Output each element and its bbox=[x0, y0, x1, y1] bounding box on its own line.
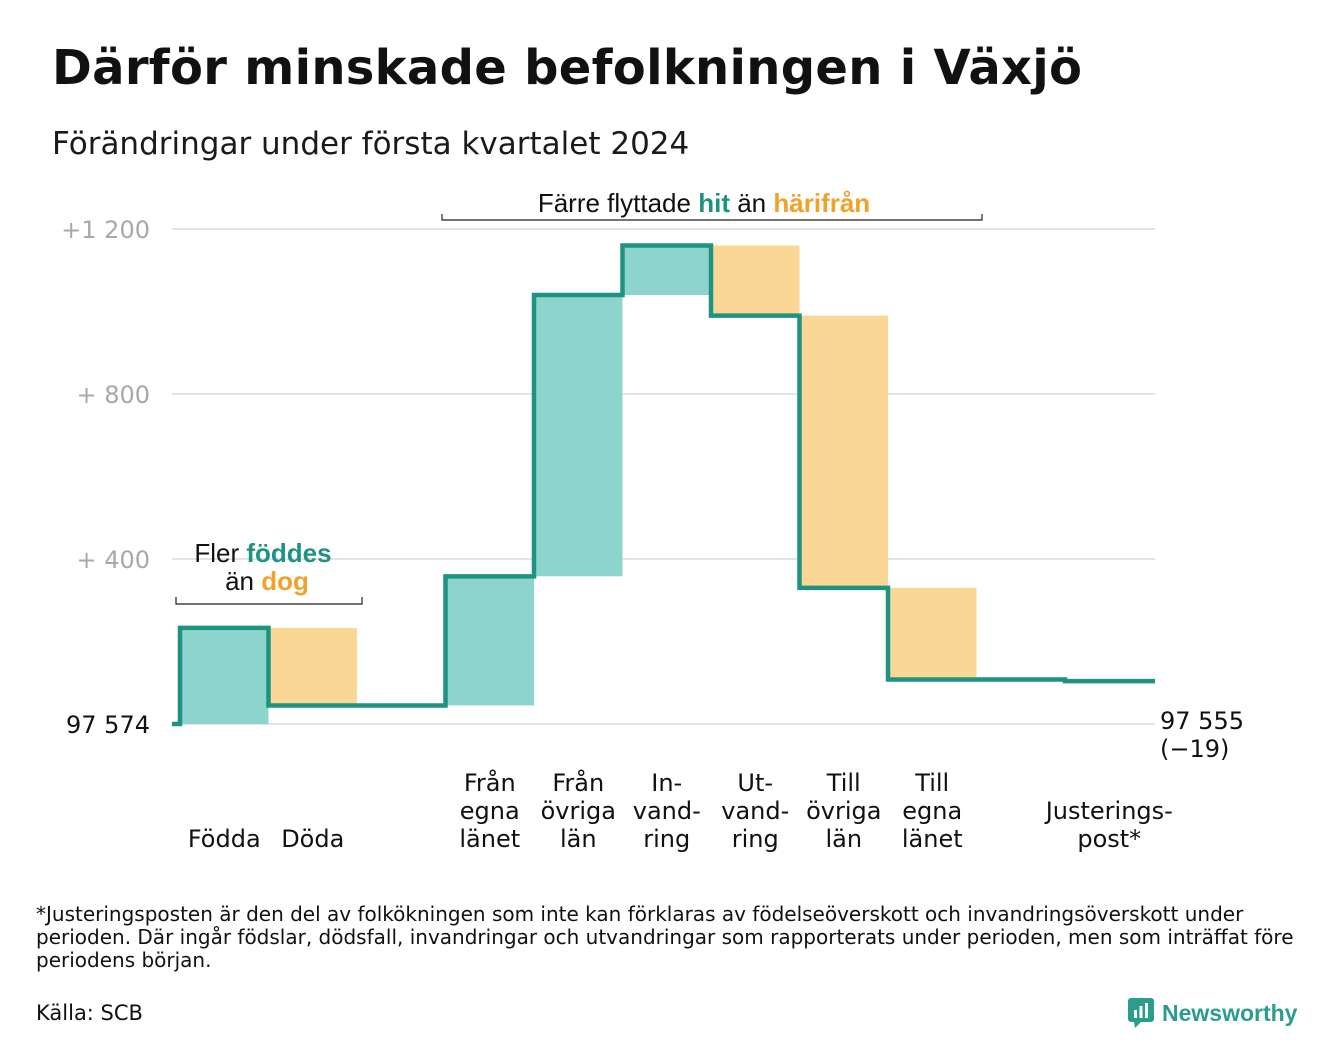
x-category-label: Döda bbox=[281, 825, 344, 853]
waterfall-bar bbox=[799, 315, 888, 588]
y-tick-label: +1 200 bbox=[61, 216, 150, 244]
page-subtitle: Förändringar under första kvartalet 2024 bbox=[52, 126, 690, 162]
x-category-label: vand- bbox=[721, 797, 789, 825]
x-category-label: Från bbox=[552, 768, 604, 797]
x-category-label: län bbox=[825, 825, 862, 853]
waterfall-bar bbox=[622, 245, 711, 295]
y-tick-label: + 400 bbox=[76, 546, 150, 574]
waterfall-bar bbox=[534, 295, 623, 577]
newsworthy-logo-icon bbox=[1128, 998, 1154, 1028]
annotation-bracket-migration bbox=[441, 214, 983, 221]
x-category-label: Från bbox=[464, 768, 516, 797]
x-category-label: ring bbox=[732, 825, 779, 853]
x-category-label: post* bbox=[1077, 825, 1141, 853]
x-category-label: län bbox=[560, 825, 597, 853]
y-tick-label: 97 574 bbox=[66, 711, 150, 739]
x-category-label: länet bbox=[459, 825, 520, 853]
annotation-births-line2: än dog bbox=[225, 566, 309, 596]
x-category-label: egna bbox=[902, 797, 962, 825]
waterfall-bar bbox=[180, 627, 269, 724]
brand-name: Newsworthy bbox=[1162, 999, 1298, 1026]
waterfall-bar bbox=[445, 576, 534, 706]
annotation-births-line1: Fler föddes bbox=[194, 538, 331, 568]
annotation-part: föddes bbox=[246, 538, 331, 568]
waterfall-bar bbox=[268, 627, 357, 706]
annotation-part: än bbox=[730, 188, 773, 218]
x-category-label: ring bbox=[643, 825, 690, 853]
footnote: *Justeringsposten är den del av folkökni… bbox=[36, 902, 1294, 972]
annotation-migration: Färre flyttade hit än härifrån bbox=[538, 188, 870, 218]
x-category-label: Till bbox=[914, 769, 949, 797]
x-category-label: Justerings- bbox=[1044, 797, 1173, 825]
page-title: Därför minskade befolkningen i Växjö bbox=[52, 40, 1083, 96]
step-line bbox=[172, 243, 1155, 727]
annotation-part: hit bbox=[698, 188, 730, 218]
waterfall-bar bbox=[711, 245, 800, 316]
source-label: Källa: SCB bbox=[36, 1001, 143, 1025]
x-category-label: vand- bbox=[633, 797, 701, 825]
annotation-part: dog bbox=[261, 566, 309, 596]
x-category-label: länet bbox=[902, 825, 963, 853]
x-category-label: egna bbox=[460, 797, 520, 825]
annotation-part: härifrån bbox=[773, 188, 870, 218]
waterfall-bar bbox=[888, 587, 977, 680]
annotation-part: Fler bbox=[194, 538, 246, 568]
annotation-part: Färre flyttade bbox=[538, 188, 698, 218]
x-category-label: övriga bbox=[541, 797, 616, 825]
x-category-label: Födda bbox=[188, 825, 261, 853]
x-category-label: Till bbox=[826, 769, 861, 797]
annotation-bracket-births bbox=[175, 597, 363, 605]
end-value-label: (−19) bbox=[1160, 735, 1229, 763]
y-tick-label: + 800 bbox=[76, 381, 150, 409]
end-value-label: 97 555 bbox=[1160, 707, 1244, 735]
x-category-label: In- bbox=[651, 769, 682, 797]
annotation-part: än bbox=[225, 566, 261, 596]
x-category-label: Ut- bbox=[737, 769, 773, 797]
x-category-label: övriga bbox=[806, 797, 881, 825]
newsworthy-logo: Newsworthy bbox=[1128, 998, 1297, 1028]
